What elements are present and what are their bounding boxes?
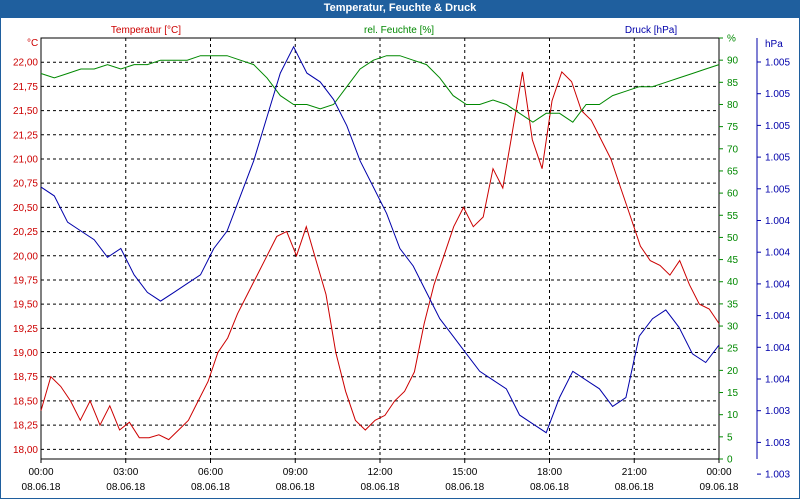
y-tick-pressure: 1.004	[765, 375, 790, 386]
x-tick-date: 08.06.18	[276, 482, 315, 493]
y-tick-pressure: 1.004	[765, 311, 790, 322]
y-tick-humidity: 50	[727, 233, 739, 244]
y-tick-humidity: 55	[727, 211, 739, 222]
y-tick-temperature: 20,50	[13, 203, 38, 214]
y-tick-humidity: 0	[727, 455, 733, 466]
x-tick-date: 08.06.18	[191, 482, 230, 493]
y-tick-pressure: 1.003	[765, 438, 790, 449]
series-group	[40, 45, 720, 441]
x-tick-time: 03:00	[113, 467, 138, 478]
grid	[40, 37, 761, 475]
y-tick-temperature: 21,00	[13, 154, 38, 165]
y-tick-pressure: 1.005	[765, 89, 790, 100]
y-tick-humidity: 80	[727, 100, 739, 111]
chart-svg: 00:00 08.06.18 03:00 08.06.18 06:00 08.06.18 0…	[13, 25, 790, 494]
y-tick-pressure: 1.004	[765, 279, 790, 290]
y-tick-humidity: 60	[727, 189, 739, 200]
x-tick-time: 12:00	[367, 467, 392, 478]
x-tick-time: 15:00	[452, 467, 477, 478]
y-tick-temperature: 20,75	[13, 179, 38, 190]
y-tick-pressure: 1.003	[765, 470, 790, 481]
y-tick-temperature: 20,25	[13, 227, 38, 238]
x-tick-time: 00:00	[706, 467, 731, 478]
x-tick-date: 08.06.18	[106, 482, 145, 493]
x-tick-date: 08.06.18	[615, 482, 654, 493]
x-tick-time: 00:00	[28, 467, 53, 478]
y-tick-pressure: 1.005	[765, 121, 790, 132]
y-tick-humidity: 20	[727, 366, 739, 377]
series-line-pressure	[40, 45, 720, 434]
unit-temperature: °C	[27, 38, 38, 49]
y-tick-humidity: 40	[727, 277, 739, 288]
axis-title-humidity: rel. Feuchte [%]	[364, 25, 434, 36]
chart-title: Temperatur, Feuchte & Druck	[323, 2, 477, 14]
y-tick-pressure: 1.005	[765, 184, 790, 195]
y-tick-temperature: 21,75	[13, 82, 38, 93]
y-tick-pressure: 1.004	[765, 216, 790, 227]
axis-titles: Temperatur [°C] rel. Feuchte [%] Druck [hP…	[111, 25, 677, 36]
y-tick-temperature: 19,50	[13, 300, 38, 311]
x-tick-date: 08.06.18	[445, 482, 484, 493]
x-tick-time: 21:00	[622, 467, 647, 478]
y-tick-temperature: 21,50	[13, 106, 38, 117]
y-tick-humidity: 75	[727, 122, 739, 133]
y-tick-humidity: 70	[727, 144, 739, 155]
y-tick-temperature: 20,00	[13, 251, 38, 262]
title-bar: Temperatur, Feuchte & Druck	[0, 0, 800, 18]
x-tick-time: 09:00	[283, 467, 308, 478]
series-line-humidity	[40, 55, 720, 123]
y-tick-temperature: 18,50	[13, 396, 38, 407]
y-tick-humidity: 45	[727, 255, 739, 266]
series-line-temperature	[40, 70, 720, 441]
y-tick-humidity: 35	[727, 299, 739, 310]
unit-humidity: %	[727, 34, 736, 45]
y-tick-temperature: 19,25	[13, 324, 38, 335]
y-tick-humidity: 15	[727, 388, 739, 399]
x-tick-date: 08.06.18	[530, 482, 569, 493]
x-tick-time: 06:00	[198, 467, 223, 478]
axis-title-temperature: Temperatur [°C]	[111, 25, 181, 36]
y-tick-humidity: 65	[727, 166, 739, 177]
y-tick-temperature: 19,00	[13, 348, 38, 359]
chart-frame: 00:00 08.06.18 03:00 08.06.18 06:00 08.06.18 0…	[0, 18, 800, 499]
y-tick-humidity: 90	[727, 56, 739, 67]
y-tick-humidity: 25	[727, 344, 739, 355]
unit-pressure: hPa	[765, 39, 783, 50]
y-tick-temperature: 22,00	[13, 58, 38, 69]
y-tick-temperature: 18,75	[13, 372, 38, 383]
tick-labels: 00:00 08.06.18 03:00 08.06.18 06:00 08.06.18 0…	[13, 34, 790, 494]
x-tick-date: 08.06.18	[22, 482, 61, 493]
y-tick-pressure: 1.005	[765, 58, 790, 69]
y-tick-temperature: 21,25	[13, 130, 38, 141]
y-tick-pressure: 1.003	[765, 406, 790, 417]
x-tick-date: 09.06.18	[700, 482, 739, 493]
y-tick-humidity: 85	[727, 78, 739, 89]
y-tick-humidity: 30	[727, 322, 739, 333]
y-tick-humidity: 5	[727, 432, 733, 443]
x-tick-time: 18:00	[537, 467, 562, 478]
y-tick-pressure: 1.004	[765, 248, 790, 259]
axis-title-pressure: Druck [hPa]	[625, 25, 677, 36]
y-tick-temperature: 18,00	[13, 445, 38, 456]
x-tick-date: 08.06.18	[361, 482, 400, 493]
y-tick-temperature: 19,75	[13, 275, 38, 286]
y-tick-pressure: 1.005	[765, 153, 790, 164]
y-tick-pressure: 1.004	[765, 343, 790, 354]
y-tick-humidity: 10	[727, 410, 739, 421]
y-tick-temperature: 18,25	[13, 421, 38, 432]
